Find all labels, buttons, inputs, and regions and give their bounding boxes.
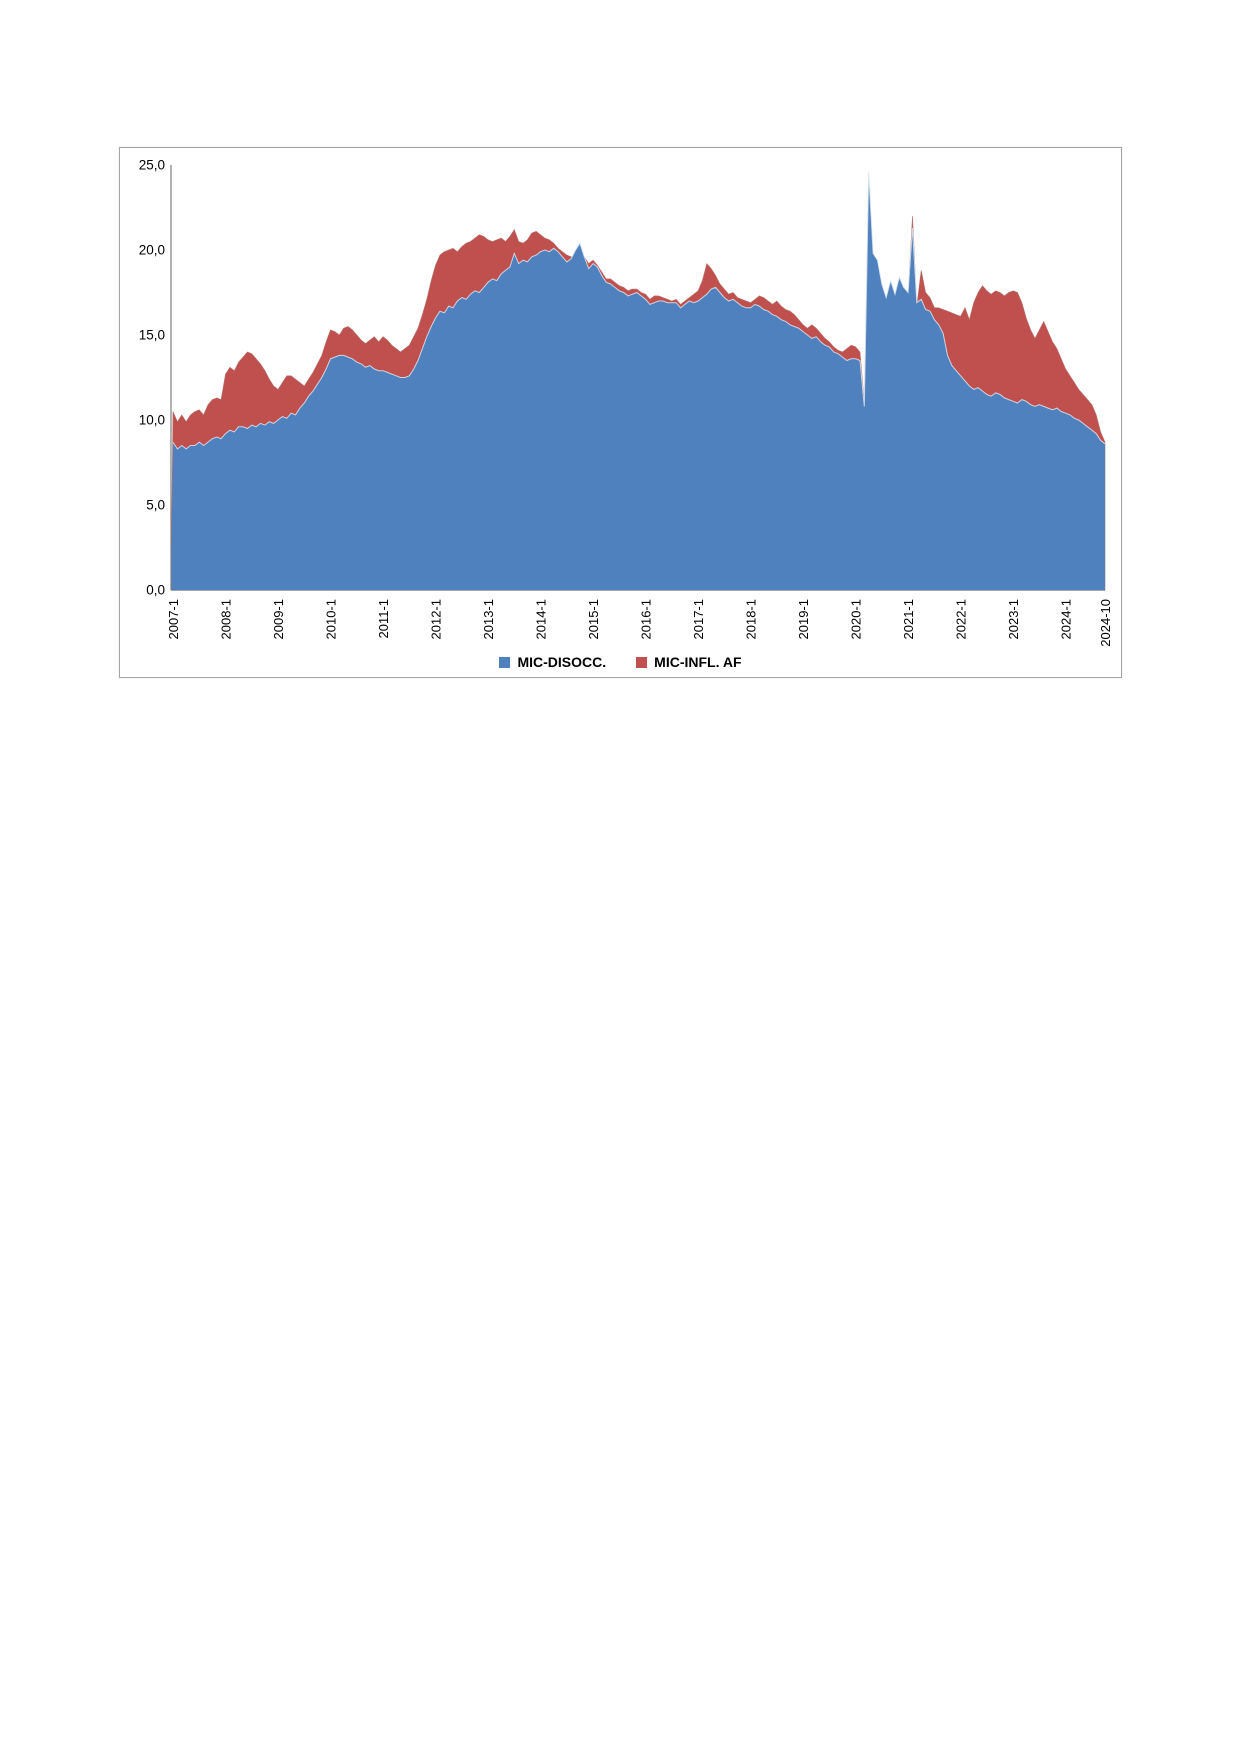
x-tick-label: 2010-1	[324, 599, 339, 639]
y-tick-label: 15,0	[139, 328, 165, 343]
legend-item-infl: MIC-INFL. AF	[636, 654, 742, 670]
area-chart: 0,0 5,0 10,0 15,0 20,0 25,0 2007-1 2008-1 2009-…	[139, 158, 1113, 647]
chart-legend: MIC-DISOCC. MIC-INFL. AF	[120, 651, 1121, 673]
x-tick-label: 2019-1	[796, 599, 811, 639]
legend-item-disocc: MIC-DISOCC.	[499, 654, 606, 670]
disocc-area-series	[171, 171, 1105, 591]
x-tick-label: 2020-1	[849, 599, 864, 639]
y-tick-label: 25,0	[139, 158, 165, 173]
x-tick-label: 2011-1	[376, 599, 391, 639]
x-tick-label: 2016-1	[639, 599, 654, 639]
x-tick-label: 2015-1	[586, 599, 601, 639]
chart-frame: 0,0 5,0 10,0 15,0 20,0 25,0 2007-1 2008-1 2009-…	[119, 147, 1122, 678]
x-tick-label: 2013-1	[481, 599, 496, 639]
x-tick-label: 2022-1	[954, 599, 969, 639]
x-tick-label: 2023-1	[1006, 599, 1021, 639]
y-tick-label: 20,0	[139, 243, 165, 258]
x-tick-label: 2009-1	[271, 599, 286, 639]
x-tick-label: 2012-1	[429, 599, 444, 639]
x-tick-label: 2024-10	[1098, 599, 1113, 647]
x-tick-label: 2017-1	[691, 599, 706, 639]
y-tick-label: 10,0	[139, 413, 165, 428]
disocc-legend-label: MIC-DISOCC.	[517, 654, 607, 670]
x-tick-label: 2014-1	[534, 599, 549, 639]
y-tick-label: 0,0	[146, 583, 165, 598]
y-axis-tick-labels: 0,0 5,0 10,0 15,0 20,0 25,0	[139, 158, 165, 598]
infl-legend-label: MIC-INFL. AF	[654, 654, 742, 670]
disocc-series-edge	[172, 171, 1106, 450]
x-tick-label: 2018-1	[744, 599, 759, 639]
infl-legend-swatch-icon	[636, 656, 648, 668]
y-tick-label: 5,0	[146, 498, 165, 513]
x-tick-label: 2021-1	[901, 599, 916, 639]
plot-areas	[170, 171, 1106, 591]
x-tick-label: 2007-1	[166, 599, 181, 639]
disocc-legend-swatch-icon	[499, 656, 511, 668]
x-tick-label: 2008-1	[219, 599, 234, 639]
x-tick-label: 2024-1	[1059, 599, 1074, 639]
x-axis-tick-labels: 2007-1 2008-1 2009-1 2010-1 2011-1 2012-1 2013…	[166, 599, 1113, 647]
